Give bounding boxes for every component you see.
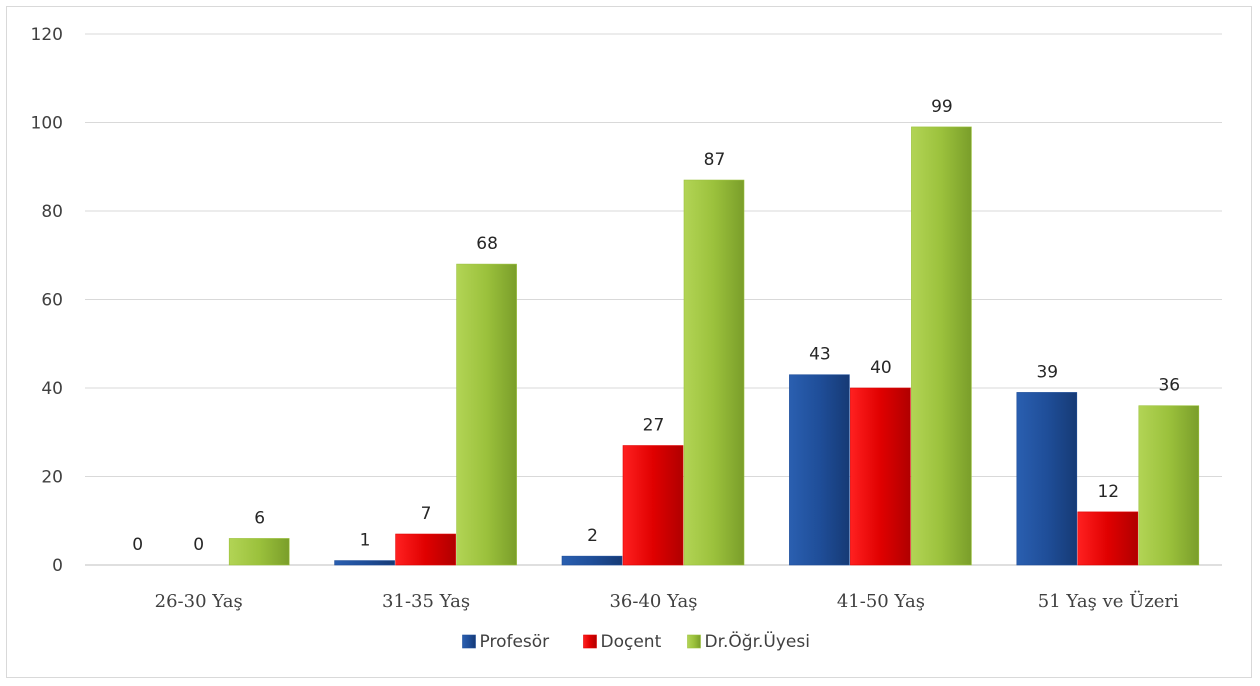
bar — [334, 560, 395, 566]
bar — [1077, 511, 1139, 566]
y-tick-label: 60 — [41, 291, 63, 311]
bar — [1138, 405, 1200, 566]
bar — [1016, 392, 1078, 566]
data-label: 99 — [931, 97, 953, 117]
bar — [850, 387, 911, 566]
legend-item: Doçent — [583, 632, 662, 652]
legend-item: Profesör — [462, 632, 550, 652]
bar — [395, 533, 456, 566]
legend-swatch — [687, 634, 701, 649]
x-tick-label: 36-40 Yaş — [609, 591, 697, 612]
data-label: 2 — [587, 526, 598, 546]
bar — [228, 538, 290, 566]
data-label: 43 — [809, 345, 831, 365]
data-label: 68 — [476, 234, 498, 254]
y-tick-label: 0 — [52, 556, 63, 576]
chart-frame — [6, 6, 1252, 678]
y-tick-label: 80 — [41, 202, 63, 222]
bar — [622, 445, 684, 566]
data-label: 0 — [193, 535, 204, 555]
data-label: 87 — [704, 150, 726, 170]
x-tick-label: 31-35 Yaş — [382, 591, 470, 612]
legend-label: Dr.Öğr.Üyesi — [705, 630, 810, 652]
data-label: 27 — [643, 416, 665, 436]
data-label: 1 — [360, 531, 371, 551]
data-label: 12 — [1097, 482, 1119, 502]
legend-swatch — [583, 634, 597, 649]
legend-label: Doçent — [601, 632, 662, 652]
bar — [683, 179, 745, 566]
y-tick-label: 20 — [41, 468, 63, 488]
y-tick-label: 40 — [41, 379, 63, 399]
data-label: 0 — [132, 535, 143, 555]
data-label: 6 — [254, 508, 265, 528]
y-tick-label: 120 — [31, 25, 63, 45]
legend-swatch — [462, 634, 476, 649]
bar — [456, 263, 517, 566]
legend-label: Profesör — [480, 632, 550, 652]
x-tick-label: 51 Yaş ve Üzeri — [1038, 589, 1179, 612]
bar — [561, 555, 623, 566]
data-label: 36 — [1158, 376, 1180, 396]
y-tick-label: 100 — [31, 114, 63, 134]
legend-item: Dr.Öğr.Üyesi — [687, 630, 810, 652]
data-label: 39 — [1036, 362, 1058, 382]
bar — [789, 374, 850, 566]
bar — [911, 126, 972, 566]
data-label: 7 — [421, 504, 432, 524]
data-label: 40 — [870, 358, 892, 378]
x-tick-label: 41-50 Yaş — [837, 591, 925, 612]
x-tick-label: 26-30 Yaş — [155, 591, 243, 612]
